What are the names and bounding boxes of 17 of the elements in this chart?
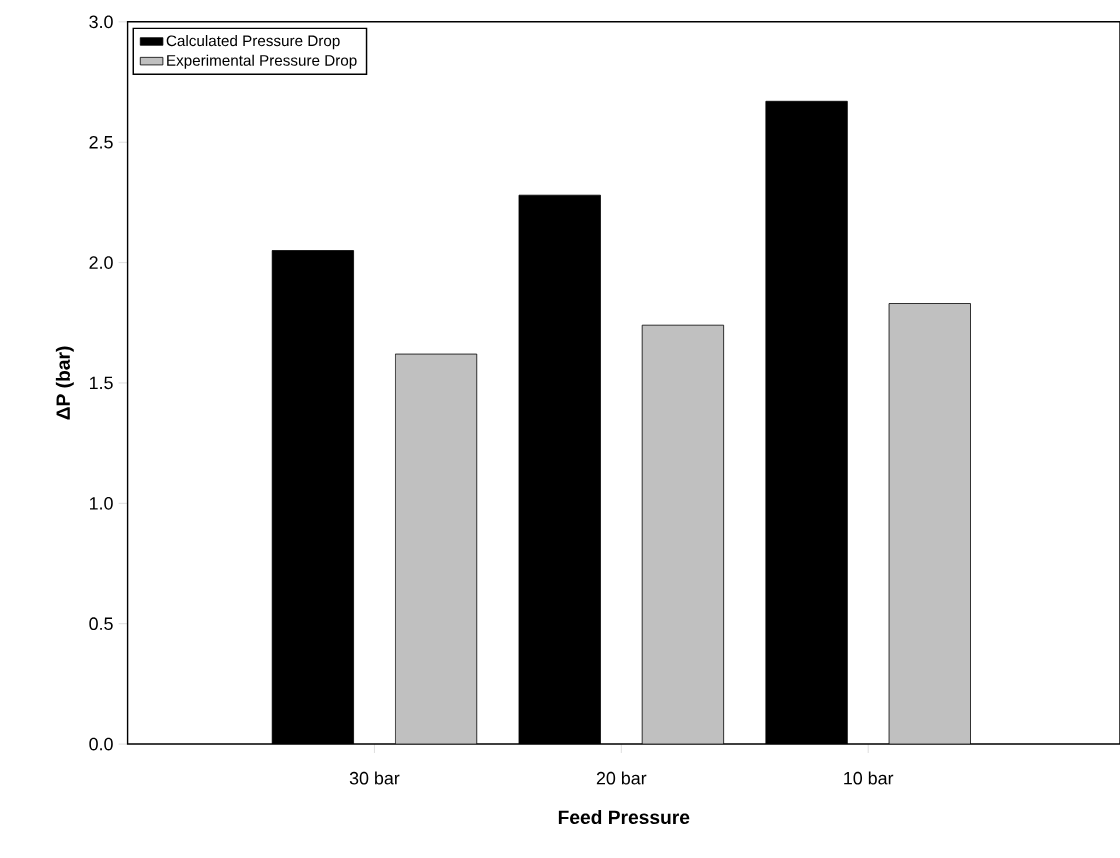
- y-tick-label: 3.0: [89, 15, 113, 29]
- x-tick-label: 30 bar: [349, 771, 400, 785]
- y-axis-title: ΔP (bar): [55, 346, 74, 420]
- legend-label: Calculated Pressure Drop: [166, 34, 340, 50]
- bar: [394, 353, 478, 744]
- x-axis-title: Feed Pressure: [558, 809, 690, 824]
- y-tick-label: 1.0: [90, 496, 113, 510]
- y-tick-label: 2.0: [89, 256, 113, 269]
- bar: [641, 324, 725, 744]
- x-tick-label: 20 bar: [596, 771, 647, 785]
- bar: [888, 302, 971, 744]
- y-tick-label: 1.5: [90, 376, 113, 390]
- legend-label: Experimental Pressure Drop: [167, 54, 357, 69]
- x-tick-label: 10 bar: [844, 771, 894, 785]
- y-tick-label: 2.5: [89, 135, 113, 149]
- y-tick-label: 0.0: [89, 737, 113, 751]
- y-tick-label: 0.5: [89, 617, 113, 630]
